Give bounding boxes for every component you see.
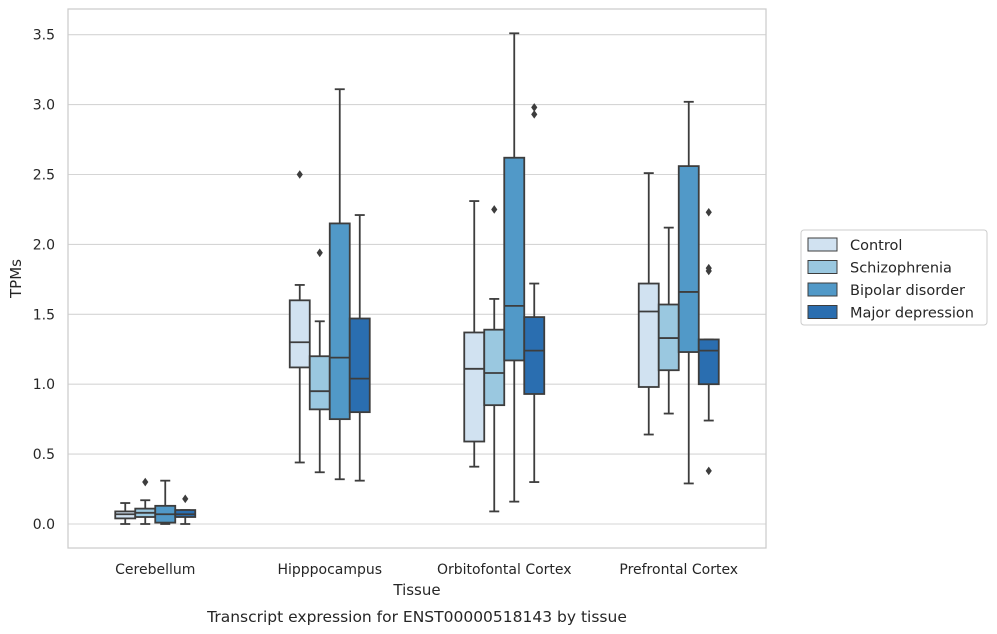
box-body <box>328 222 351 421</box>
outlier-marker <box>531 110 538 119</box>
box-body <box>637 282 660 388</box>
box-body <box>288 299 311 369</box>
box-schizophrenia <box>483 205 506 513</box>
grid-lines <box>68 34 766 525</box>
box-body <box>523 316 546 395</box>
x-tick-label: Hipppocampus <box>277 562 382 578</box>
x-tick-label: Prefrontal Cortex <box>619 562 738 578</box>
box-schizophrenia <box>657 226 680 415</box>
y-tick-labels: 0.0 0.5 1.0 1.5 2.0 2.5 3.0 3.5 <box>33 28 55 533</box>
y-tick-label: 2.5 <box>33 168 55 184</box>
box-body <box>308 355 331 411</box>
box-bipolar-disorder <box>328 88 351 481</box>
y-tick-label: 3.5 <box>33 28 55 44</box>
legend-label: Control <box>850 238 902 254</box>
outlier-marker <box>491 205 498 214</box>
outlier-marker <box>531 103 538 112</box>
box-major-depression <box>523 103 546 483</box>
box-body <box>463 331 486 443</box>
box-bipolar-disorder <box>503 32 526 503</box>
outlier-marker <box>705 466 712 476</box>
box-body <box>348 317 371 414</box>
box-body <box>483 328 506 407</box>
legend-swatch <box>807 305 838 319</box>
legend-label: Schizophrenia <box>850 261 952 277</box>
legend: Control Schizophrenia Bipolar disorder Majo… <box>800 229 988 326</box>
box-bipolar-disorder <box>677 100 700 485</box>
x-tick-label: Orbitofontal Cortex <box>437 562 572 578</box>
outlier-marker <box>705 207 712 217</box>
outlier-marker <box>316 248 323 258</box>
x-axis-label: Tissue <box>392 581 440 599</box>
legend-swatch <box>807 282 838 297</box>
y-tick-label: 3.0 <box>33 98 55 114</box>
y-tick-label: 1.0 <box>33 377 55 393</box>
box-body <box>677 165 700 353</box>
legend-label: Major depression <box>850 306 974 322</box>
legend-frame <box>800 229 988 326</box>
chart-caption: Transcript expression for ENST0000051814… <box>206 608 627 626</box>
box-control <box>288 170 311 464</box>
box-bipolar-disorder <box>154 479 177 525</box>
box-schizophrenia <box>134 477 157 525</box>
outlier-marker <box>705 263 712 273</box>
box-control <box>637 172 660 436</box>
legend-label: Bipolar disorder <box>850 283 965 299</box>
plot-frame <box>67 8 767 549</box>
x-tick-label: Cerebellum <box>115 562 195 578</box>
y-axis-label: TPMs <box>7 259 25 299</box>
y-tick-label: 1.5 <box>33 307 55 323</box>
box-major-depression <box>697 207 720 476</box>
y-tick-label: 0.5 <box>33 447 55 463</box>
legend-swatch <box>807 237 838 252</box>
box-body <box>503 156 526 362</box>
box-control <box>463 200 486 468</box>
y-tick-label: 2.0 <box>33 237 55 253</box>
box-schizophrenia <box>308 248 331 474</box>
box-major-depression <box>174 494 197 525</box>
box-body <box>697 338 720 386</box>
outlier-marker <box>296 170 303 179</box>
box-major-depression <box>348 214 371 482</box>
outlier-marker <box>142 477 149 487</box>
box-control <box>114 502 137 525</box>
x-tick-labels: Cerebellum Hipppocampus Orbitofontal Corte… <box>115 562 738 578</box>
box-series <box>114 32 720 525</box>
y-tick-label: 0.0 <box>33 517 55 533</box>
outlier-marker <box>182 494 189 504</box>
legend-swatch <box>807 260 838 274</box>
